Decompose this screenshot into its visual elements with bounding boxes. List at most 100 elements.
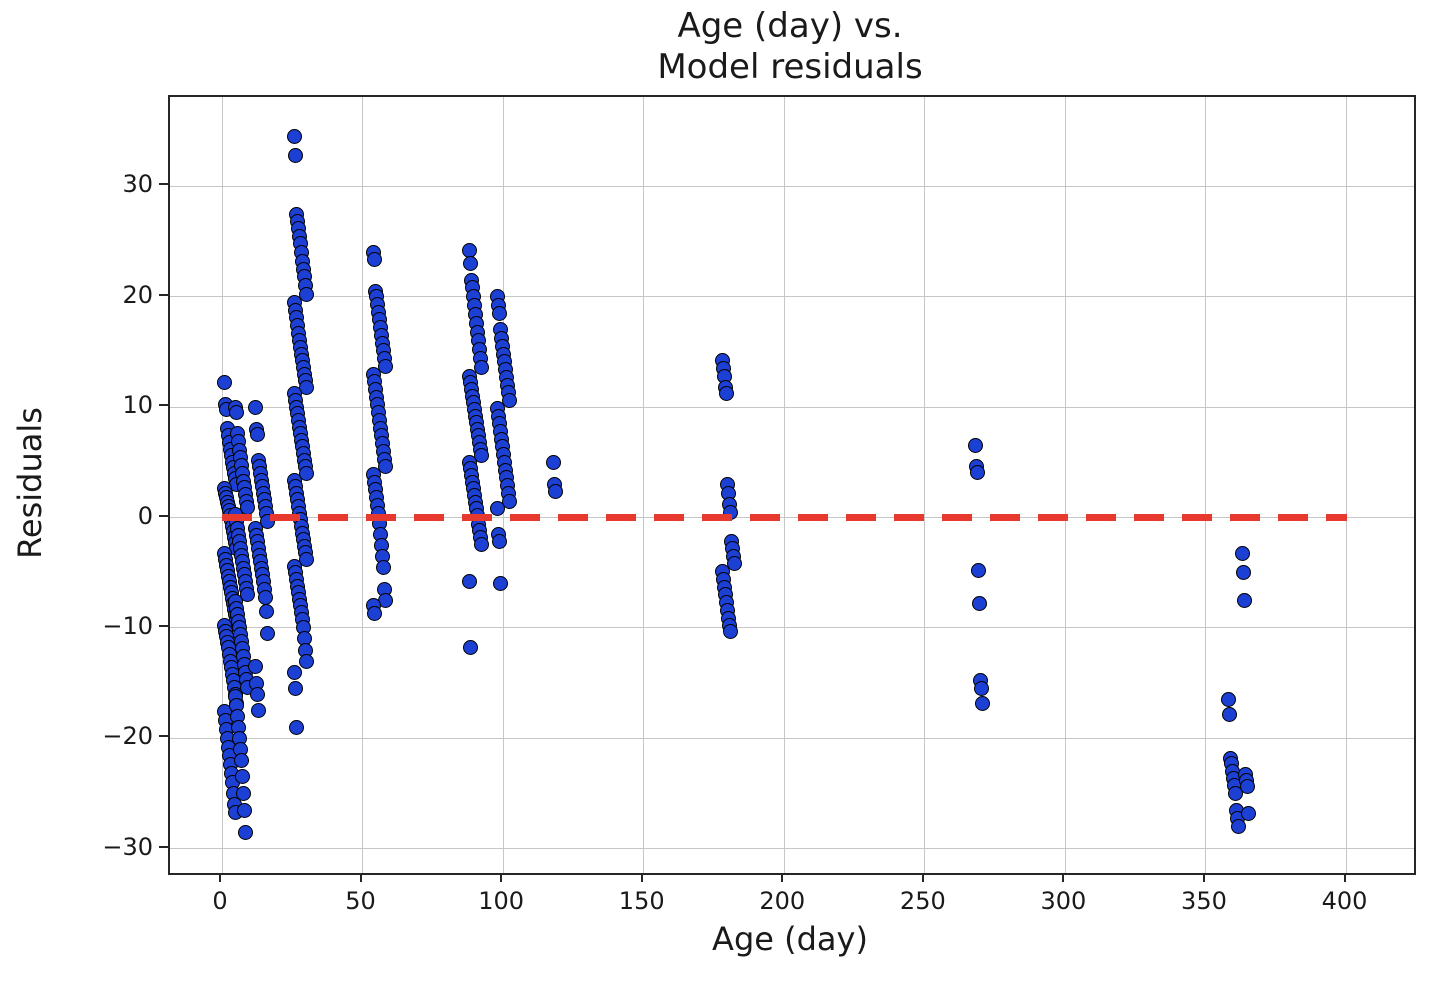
x-tick	[640, 873, 643, 882]
data-point	[249, 427, 265, 443]
y-tick-label: −20	[102, 722, 153, 751]
data-point	[299, 552, 315, 567]
data-point	[236, 786, 252, 802]
data-point	[501, 493, 517, 509]
x-tick	[219, 873, 221, 882]
data-point	[240, 587, 256, 603]
data-point	[1230, 819, 1246, 835]
data-point	[288, 148, 304, 163]
x-tick	[781, 873, 784, 882]
x-tick	[1343, 873, 1346, 882]
data-point	[259, 625, 275, 641]
x-tick-label: 150	[618, 887, 665, 915]
data-point	[366, 606, 382, 622]
data-point	[299, 653, 315, 669]
data-point	[1227, 786, 1243, 802]
gridline-y	[170, 185, 1414, 187]
data-point	[377, 358, 393, 374]
data-point	[247, 399, 263, 415]
y-tick-label: 10	[122, 391, 153, 420]
data-point	[970, 563, 986, 579]
data-point	[287, 664, 303, 680]
y-tick	[159, 183, 168, 186]
x-tick-label: 50	[345, 887, 376, 915]
data-point	[247, 659, 263, 675]
gridline-x	[1346, 97, 1348, 873]
data-point	[377, 459, 393, 475]
data-point	[545, 454, 561, 470]
y-tick-label: 20	[122, 280, 153, 309]
data-point	[257, 589, 273, 605]
data-point	[726, 556, 742, 572]
data-point	[299, 287, 315, 303]
data-point	[1236, 592, 1252, 608]
gridline-y	[170, 296, 1414, 298]
data-point	[492, 576, 508, 592]
data-point	[491, 305, 507, 321]
data-point	[547, 483, 563, 499]
x-tick	[500, 873, 503, 882]
y-tick	[159, 514, 168, 517]
y-tick-label: −30	[102, 832, 153, 861]
gridline-x	[643, 97, 645, 873]
data-point	[473, 536, 489, 552]
data-point	[1240, 805, 1256, 821]
data-point	[969, 464, 985, 480]
y-tick	[159, 293, 168, 296]
y-tick-label: 30	[122, 170, 153, 199]
data-point	[299, 465, 315, 481]
y-tick	[159, 735, 168, 738]
y-tick-label: −10	[102, 611, 153, 640]
y-tick	[159, 845, 168, 848]
data-point	[462, 256, 478, 272]
data-point	[287, 129, 303, 145]
data-point	[216, 375, 232, 391]
x-tick	[359, 873, 362, 882]
gridline-y	[170, 627, 1414, 629]
data-point	[234, 752, 250, 768]
gridline-x	[783, 97, 785, 873]
x-tick-label: 400	[1321, 887, 1368, 915]
x-tick-label: 200	[759, 887, 806, 915]
gridline-x	[1064, 97, 1066, 873]
x-tick	[1062, 873, 1065, 882]
gridline-x	[924, 97, 926, 873]
data-point	[973, 681, 989, 697]
gridline-x	[362, 97, 364, 873]
data-point	[250, 703, 266, 719]
x-tick-label: 300	[1040, 887, 1087, 915]
data-point	[722, 623, 738, 639]
data-point	[501, 393, 517, 409]
data-point	[461, 574, 477, 590]
gridline-y	[170, 406, 1414, 408]
data-point	[258, 603, 274, 619]
data-point	[366, 251, 382, 267]
data-point	[491, 534, 507, 550]
data-point	[1221, 706, 1237, 722]
chart-title: Age (day) vs. Model residuals	[657, 6, 923, 88]
data-point	[1220, 692, 1236, 708]
data-point	[473, 359, 489, 375]
data-point	[237, 802, 253, 818]
plot-area	[168, 95, 1416, 875]
data-point	[288, 681, 304, 697]
x-tick	[921, 873, 924, 882]
y-tick	[159, 624, 168, 627]
data-point	[238, 824, 254, 840]
x-tick-label: 0	[212, 887, 228, 915]
x-tick	[1202, 873, 1205, 882]
data-point	[971, 596, 987, 612]
y-tick-label: 0	[137, 501, 153, 530]
gridline-y	[170, 737, 1414, 739]
data-point	[967, 438, 983, 454]
data-point	[289, 719, 305, 735]
data-point	[229, 405, 245, 421]
y-tick	[159, 404, 168, 407]
x-tick-label: 100	[478, 887, 525, 915]
data-point	[1239, 779, 1255, 795]
data-point	[249, 686, 265, 702]
data-point	[974, 695, 990, 711]
data-point	[1235, 565, 1251, 581]
gridline-y	[170, 848, 1414, 850]
